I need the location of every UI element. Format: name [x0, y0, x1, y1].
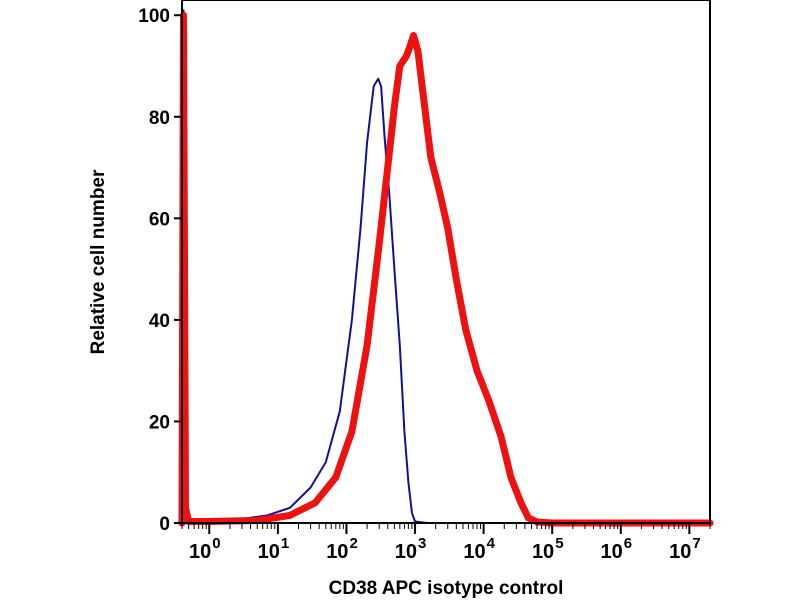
x-tick-base: 10 [532, 541, 554, 563]
x-tick-label: 10 1 [258, 535, 290, 563]
x-tick-exponent: 4 [487, 535, 496, 552]
x-minor-ticks [181, 523, 711, 529]
x-tick-base: 10 [326, 541, 348, 563]
x-axis: 10 0 10 1 10 2 10 3 10 4 10 5 10 6 10 7 [189, 523, 701, 563]
y-tick-label: 100 [138, 6, 170, 27]
x-tick-base: 10 [395, 541, 417, 563]
x-tick-base: 10 [189, 541, 211, 563]
y-tick-label: 80 [149, 108, 170, 129]
x-tick-base: 10 [258, 541, 280, 563]
series-layer [178, 9, 714, 527]
y-tick-label: 40 [149, 311, 170, 332]
x-tick-base: 10 [669, 541, 691, 563]
series-line-2 [178, 11, 714, 527]
y-tick-label: 20 [149, 412, 170, 433]
x-tick-exponent: 6 [624, 535, 632, 552]
series-line-1 [181, 9, 711, 524]
x-tick-exponent: 5 [555, 535, 563, 552]
x-axis-title: CD38 APC isotype control [329, 578, 564, 599]
x-tick-exponent: 3 [418, 535, 426, 552]
x-tick-label: 10 5 [532, 535, 564, 563]
y-tick-label: 0 [159, 514, 170, 535]
x-tick-exponent: 1 [281, 535, 289, 552]
x-tick-exponent: 7 [692, 535, 700, 552]
x-tick-exponent: 0 [212, 535, 220, 552]
y-tick-label: 60 [149, 209, 170, 230]
x-tick-label: 10 7 [669, 535, 701, 563]
x-tick-label: 10 4 [463, 535, 495, 563]
x-tick-label: 10 2 [326, 535, 358, 563]
x-tick-exponent: 2 [349, 535, 357, 552]
y-axis: 0 20 40 60 80 100 [138, 6, 182, 535]
x-tick-label: 10 0 [189, 535, 221, 563]
x-tick-label: 10 6 [601, 535, 633, 563]
plot-frame [181, 0, 711, 524]
x-tick-base: 10 [463, 541, 485, 563]
x-tick-base: 10 [601, 541, 623, 563]
y-axis-title: Relative cell number [88, 169, 109, 354]
x-tick-label: 10 3 [395, 535, 427, 563]
